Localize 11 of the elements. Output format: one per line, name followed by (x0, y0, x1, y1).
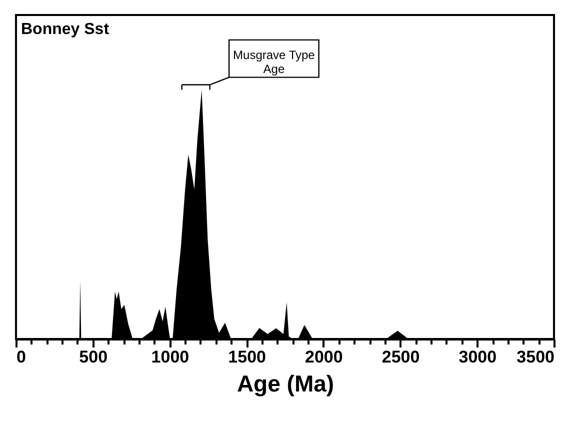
x-tick-label: 0 (16, 348, 26, 366)
x-tick-label: 3500 (516, 348, 554, 366)
x-tick-label: 1000 (151, 348, 190, 366)
chart-title: Bonney Sst (21, 21, 110, 38)
text: Musgrave Type Age (233, 48, 316, 76)
x-tick-label: 2500 (382, 348, 420, 366)
x-tick-label: 2000 (305, 348, 343, 366)
x-tick-label: 3000 (458, 348, 497, 366)
x-tick-label: 500 (79, 348, 108, 366)
x-tick-label: 1500 (228, 348, 266, 366)
x-axis-title: Age (Ma) (236, 370, 334, 396)
